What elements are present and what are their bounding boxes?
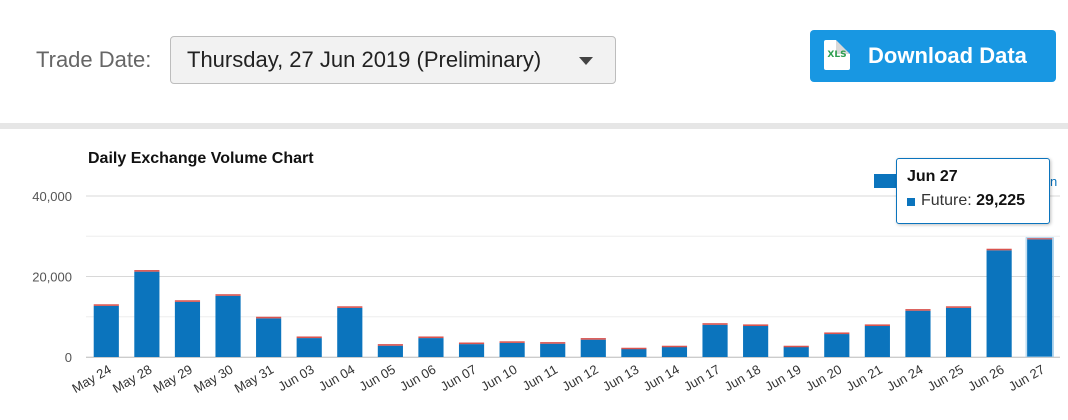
x-tick-label: Jun 11 [520, 362, 560, 394]
bar-future [215, 295, 241, 357]
xls-file-icon: XLS [824, 40, 850, 70]
bar-other [783, 345, 809, 348]
trade-date-value: Thursday, 27 Jun 2019 (Preliminary) [187, 47, 542, 72]
bar-future [93, 305, 119, 357]
tooltip-title: Jun 27 [907, 168, 958, 185]
x-tick-label: Jun 13 [600, 362, 641, 395]
bar-other [256, 316, 282, 319]
trade-date-select[interactable]: Thursday, 27 Jun 2019 (Preliminary) [170, 36, 616, 84]
bar-future [499, 342, 525, 357]
bar-future [134, 271, 160, 357]
x-tick-label: Jun 26 [965, 362, 1006, 395]
bar-other [621, 347, 647, 350]
bar-future [743, 326, 769, 357]
bar-other [661, 345, 688, 348]
tooltip-series-value: 29,225 [976, 192, 1026, 209]
bar-other [986, 248, 1012, 251]
xls-icon-text: XLS [827, 50, 847, 60]
tooltip-series-label: Future: [921, 192, 977, 209]
bar-future [377, 345, 403, 357]
bar-other [824, 332, 850, 335]
bar-other [215, 294, 241, 296]
y-tick-label: 0 [65, 350, 72, 365]
bar-other [296, 336, 322, 339]
caret-down-icon [579, 57, 593, 65]
bar-future [621, 348, 647, 357]
legend-swatch-future[interactable] [874, 174, 898, 188]
bar-other [377, 344, 403, 346]
download-data-label: Download Data [868, 43, 1027, 68]
x-tick-label: Jun 12 [559, 362, 600, 395]
bar-future [540, 343, 566, 357]
x-tick-label: May 30 [191, 362, 235, 396]
x-tick-label: Jun 05 [357, 362, 398, 395]
bar-other [418, 336, 444, 339]
y-tick-label: 20,000 [32, 270, 72, 285]
bar-other [174, 300, 201, 302]
bar-future [783, 346, 809, 357]
bar-future [661, 346, 688, 357]
x-tick-label: Jun 19 [762, 362, 803, 395]
bar-other [1027, 237, 1053, 240]
x-tick-label: Jun 25 [925, 362, 966, 395]
legend-label-partial: n [1050, 174, 1058, 189]
x-tick-label: Jun 24 [884, 362, 925, 395]
x-tick-label: Jun 20 [803, 362, 844, 395]
x-tick-label: May 31 [232, 362, 276, 396]
x-tick-label: May 24 [69, 362, 113, 396]
chart-title: Daily Exchange Volume Chart [88, 150, 314, 167]
bar-other [134, 270, 160, 272]
bar-other [499, 341, 525, 343]
bar-future [1027, 239, 1053, 357]
x-tick-label: Jun 10 [478, 362, 519, 395]
bar-future [986, 250, 1012, 357]
bar-other [540, 342, 566, 344]
x-tick-label: Jun 06 [397, 362, 438, 395]
bar-other [864, 324, 890, 327]
bar-other [905, 309, 931, 311]
bar-future [580, 339, 606, 357]
x-tick-label: Jun 14 [641, 362, 682, 395]
bar-future [458, 344, 485, 357]
toolbar: Trade Date: Thursday, 27 Jun 2019 (Preli… [0, 0, 1068, 122]
x-tick-label: May 28 [110, 362, 154, 396]
file-corner [836, 40, 850, 54]
bar-other [580, 338, 606, 340]
bar-future [174, 301, 201, 357]
bar-future [418, 338, 444, 357]
bar-future [824, 334, 850, 357]
tooltip-series-line: Future: 29,225 [921, 192, 1025, 210]
tooltip-series-marker [907, 198, 915, 206]
x-tick-label: Jun 04 [316, 362, 357, 395]
bar-future [945, 307, 972, 357]
chart-tooltip: Jun 27 Future: 29,225 [896, 158, 1050, 224]
bar-future [256, 318, 282, 357]
x-tick-label: Jun 18 [722, 362, 763, 395]
x-tick-label: Jun 27 [1006, 362, 1047, 395]
bar-other [702, 323, 728, 325]
bar-other [458, 342, 485, 345]
bar-future [296, 338, 322, 357]
x-tick-label: Jun 07 [438, 362, 479, 395]
download-data-button[interactable]: XLS Download Data [810, 30, 1056, 82]
bar-future [905, 310, 931, 357]
x-tick-label: Jun 21 [844, 362, 885, 395]
trade-date-label: Trade Date: [36, 47, 152, 72]
bar-future [337, 307, 363, 357]
bar-other [93, 304, 119, 306]
y-tick-label: 40,000 [32, 189, 72, 204]
x-tick-label: Jun 03 [275, 362, 316, 395]
bar-future [864, 326, 890, 357]
x-tick-label: May 29 [151, 362, 195, 396]
bar-other [743, 324, 769, 327]
x-tick-label: Jun 17 [681, 362, 722, 395]
section-divider [0, 123, 1068, 129]
bar-other [337, 306, 363, 308]
bar-future [702, 324, 728, 357]
bar-other [945, 306, 972, 308]
